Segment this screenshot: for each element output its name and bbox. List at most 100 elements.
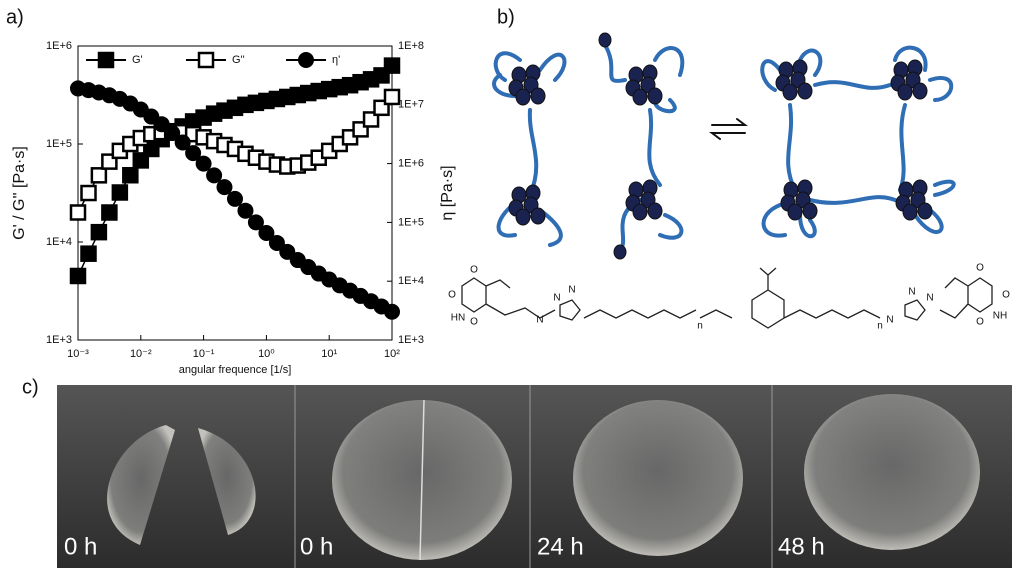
panel-label: a)	[6, 6, 24, 28]
binding-unit	[897, 83, 913, 101]
atom-label: n	[877, 321, 883, 332]
photo-strip: 0 h 0 h 24 h 48 h	[57, 385, 1012, 568]
time-label: 48 h	[778, 533, 825, 560]
y-tick-label: 1E+4	[46, 236, 72, 248]
legend-label: η'	[332, 54, 340, 66]
time-label: 0 h	[64, 533, 97, 560]
binding-unit	[802, 202, 818, 220]
atom-label: N	[886, 315, 893, 326]
binding-unit	[632, 88, 648, 106]
y-tick-label: 1E+3	[46, 334, 72, 346]
atom-label: O	[976, 317, 984, 328]
binding-unit	[632, 203, 648, 221]
panel-label: c)	[22, 376, 39, 398]
binding-unit	[647, 202, 663, 220]
gel-disc	[804, 394, 980, 550]
y2-tick-label: 1E+8	[398, 40, 424, 52]
binding-unit	[917, 202, 933, 220]
x-tick-label: 10¹	[321, 348, 337, 360]
legend-label: G''	[232, 54, 245, 66]
binding-unit	[515, 208, 531, 226]
marker	[122, 166, 139, 184]
marker	[80, 184, 97, 202]
y2-tick-label: 1E+6	[398, 158, 424, 170]
binding-unit	[613, 244, 627, 260]
marker	[101, 204, 118, 221]
marker	[247, 214, 264, 231]
triazole-ring	[559, 299, 926, 321]
marker	[237, 202, 254, 219]
marker	[80, 245, 97, 262]
atom-label: O	[470, 265, 478, 276]
marker	[164, 125, 181, 142]
y-tick-label: 1E+6	[46, 40, 72, 52]
legend-marker	[197, 51, 215, 69]
atom-label: NH	[993, 311, 1007, 322]
polymer-chain	[603, 43, 685, 252]
network-diagram	[492, 32, 956, 260]
legend-label: G'	[132, 54, 143, 66]
marker	[111, 184, 129, 201]
y2-axis-label: η [Pa·s]	[439, 165, 456, 220]
binding-unit	[530, 87, 546, 105]
x-tick-label: 10⁰	[258, 348, 275, 360]
marker	[216, 179, 233, 196]
binding-unit	[598, 32, 612, 48]
x-tick-label: 10²	[384, 348, 400, 360]
marker	[206, 167, 223, 184]
binding-unit	[902, 203, 918, 221]
polymer-chain	[492, 51, 567, 247]
marker	[90, 223, 108, 241]
x-tick-label: 10⁻²	[130, 348, 152, 360]
marker	[226, 190, 243, 207]
marker	[383, 57, 401, 74]
legend-marker	[298, 52, 314, 68]
atom-label: O	[470, 317, 478, 328]
y2-tick-label: 1E+4	[398, 275, 424, 287]
y-axis-label: G' / G'' [Pa·s]	[11, 146, 28, 240]
binding-unit	[782, 83, 798, 101]
y2-tick-label: 1E+5	[398, 216, 424, 228]
legend-marker	[97, 51, 115, 69]
y2-tick-label: 1E+7	[398, 99, 424, 111]
binding-unit	[530, 207, 546, 225]
binding-unit	[787, 203, 803, 221]
atom-label: O	[1002, 290, 1010, 301]
gel-half	[107, 425, 175, 545]
time-label: 0 h	[300, 533, 333, 560]
equilibrium-arrow	[709, 118, 748, 140]
marker	[268, 234, 285, 251]
binding-unit	[647, 87, 663, 105]
atom-label: HN	[451, 313, 465, 324]
y-tick-label: 1E+5	[46, 138, 72, 150]
marker	[258, 224, 275, 241]
marker	[195, 155, 212, 172]
binding-unit	[912, 82, 928, 100]
structure-bonds	[461, 267, 993, 329]
atom-label: O	[448, 290, 456, 301]
marker	[383, 88, 401, 106]
atom-label: N	[926, 293, 933, 304]
time-label: 24 h	[537, 533, 584, 560]
marker	[174, 134, 191, 151]
atom-label: N	[553, 293, 560, 304]
atom-label: N	[536, 315, 543, 326]
x-axis-label: angular frequence [1/s]	[179, 364, 292, 376]
marker	[185, 145, 202, 162]
cut-line	[419, 399, 425, 561]
x-tick-label: 10⁻³	[67, 348, 89, 360]
atom-label: N	[568, 285, 575, 296]
panel-label: b)	[497, 6, 515, 28]
x-tick-label: 10⁻¹	[193, 348, 215, 360]
marker	[153, 116, 170, 133]
marker	[279, 243, 296, 260]
marker	[69, 204, 87, 221]
atom-label: O	[976, 263, 984, 274]
marker	[69, 267, 87, 285]
gel-half	[198, 428, 256, 535]
binding-unit	[797, 82, 813, 100]
atom-label: N	[908, 287, 915, 298]
